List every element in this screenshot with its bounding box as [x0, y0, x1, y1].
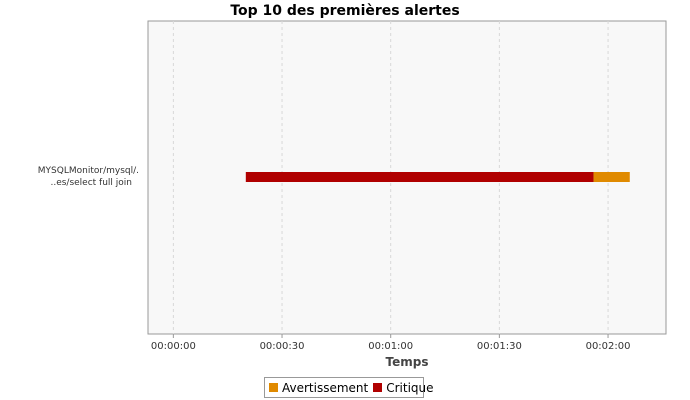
x-tick-label: 00:00:00 — [151, 341, 196, 352]
chart-legend: Avertissement Critique — [264, 377, 434, 398]
legend-swatch-warning — [269, 383, 278, 392]
category-label: MYSQLMonitor/mysql/. ..es/select full joi… — [38, 166, 139, 188]
x-tick-label: 00:00:30 — [260, 341, 305, 352]
x-tick-label: 00:01:00 — [368, 341, 413, 352]
x-tick-label: 00:01:30 — [477, 341, 522, 352]
x-tick-label: 00:02:00 — [586, 341, 631, 352]
legend-label-critical: Critique — [386, 380, 434, 395]
legend-swatch-critical — [373, 383, 383, 392]
legend-label-warning: Avertissement — [282, 380, 369, 395]
bar-critique — [245, 172, 594, 182]
x-axis-title: Temps — [386, 355, 429, 369]
bar-avertissement — [593, 172, 630, 182]
legend-item-critical: Critique — [373, 380, 434, 395]
chart-title: Top 10 des premières alertes — [230, 3, 460, 19]
legend-item-warning: Avertissement — [269, 381, 368, 395]
